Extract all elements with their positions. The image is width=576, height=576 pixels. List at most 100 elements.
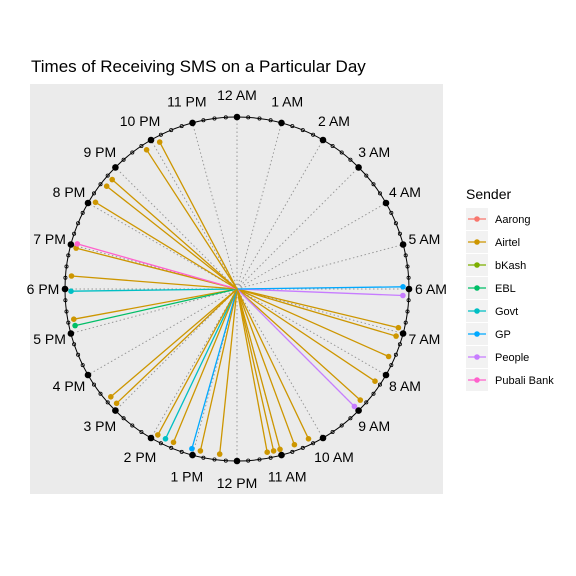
message-point: [108, 394, 114, 400]
minute-tick: [92, 382, 97, 387]
message-airtel: [236, 288, 364, 403]
legend-item: bKash: [466, 254, 526, 276]
minute-tick: [139, 143, 144, 148]
legend-point: [474, 216, 480, 222]
legend-item: People: [466, 346, 529, 368]
minute-tick: [348, 157, 353, 162]
hour-spoke: [236, 244, 404, 290]
legend-label: Aarong: [495, 214, 530, 226]
minute-tick: [179, 124, 184, 129]
minute-tick: [63, 298, 68, 303]
hour-label: 12 PM: [217, 475, 257, 491]
legend-item: Aarong: [466, 208, 530, 230]
minute-tick: [389, 210, 394, 215]
hour-dot: [189, 119, 196, 127]
message-airtel: [68, 273, 238, 290]
minute-tick: [223, 458, 228, 463]
message-airtel: [109, 176, 238, 290]
hour-spoke: [236, 167, 359, 290]
minute-tick: [66, 320, 71, 325]
legend-point: [474, 285, 480, 291]
minute-tick: [246, 115, 251, 120]
message-line: [77, 243, 238, 290]
message-line: [71, 275, 238, 290]
minute-tick: [364, 400, 369, 405]
message-point: [113, 400, 120, 407]
message-govt: [68, 288, 238, 295]
minute-tick: [311, 441, 316, 446]
minute-tick: [92, 191, 97, 196]
message-airtel: [170, 288, 238, 446]
minute-tick: [348, 416, 353, 421]
minute-tick: [403, 320, 408, 325]
message-point: [351, 403, 358, 410]
minute-tick: [300, 128, 305, 133]
minute-tick: [405, 309, 410, 314]
minute-tick: [339, 150, 344, 155]
minute-tick: [393, 352, 398, 357]
legend-point: [474, 331, 480, 337]
legend-label: bKash: [495, 260, 526, 272]
minute-tick: [72, 231, 77, 236]
hour-label: 9 AM: [358, 418, 390, 434]
minute-tick: [130, 150, 135, 155]
message-line: [236, 286, 404, 290]
message-point: [197, 448, 204, 454]
minute-tick: [397, 342, 402, 347]
minute-tick: [64, 309, 69, 314]
legend-item: Airtel: [466, 231, 520, 253]
message-point: [393, 333, 399, 339]
hour-dot: [233, 113, 241, 121]
hour-dot: [84, 371, 92, 379]
message-line: [236, 288, 399, 329]
message-point: [385, 353, 392, 360]
message-point: [73, 245, 79, 251]
minute-tick: [311, 132, 316, 137]
hour-label: 12 AM: [217, 87, 257, 103]
minute-tick: [257, 116, 262, 121]
minute-tick: [405, 264, 410, 269]
message-point: [264, 449, 271, 456]
message-line: [199, 288, 238, 452]
message-airtel: [113, 288, 238, 407]
message-people: [236, 288, 406, 299]
minute-tick: [158, 441, 163, 446]
message-point: [92, 199, 99, 206]
minute-tick: [393, 221, 398, 226]
message-point: [68, 288, 74, 295]
hour-label: 10 AM: [314, 449, 354, 465]
hour-label: 6 AM: [415, 281, 447, 297]
message-line: [236, 288, 361, 401]
message-people: [236, 288, 358, 410]
message-point: [400, 292, 406, 299]
message-airtel: [236, 288, 277, 454]
minute-tick: [139, 429, 144, 434]
message-line: [236, 288, 403, 297]
message-point: [189, 445, 195, 452]
hour-dot: [319, 136, 327, 144]
legend-item: GP: [466, 323, 511, 345]
message-point: [400, 284, 406, 290]
minute-tick: [389, 363, 394, 368]
message-point: [155, 432, 161, 438]
message-point: [74, 241, 81, 247]
message-point: [109, 176, 115, 183]
minute-tick: [364, 173, 369, 178]
minute-tick: [130, 423, 135, 428]
hour-spoke: [115, 167, 238, 290]
message-line: [191, 288, 238, 449]
hour-spoke: [236, 139, 324, 290]
message-gp: [236, 284, 406, 290]
minute-tick: [64, 264, 69, 269]
message-point: [270, 448, 277, 454]
hour-dot: [405, 285, 413, 293]
message-airtel: [236, 288, 283, 453]
minute-tick: [201, 118, 206, 123]
legend-point: [474, 354, 480, 360]
minute-tick: [76, 352, 81, 357]
minute-tick: [300, 445, 305, 450]
message-line: [236, 288, 275, 452]
minute-tick: [339, 423, 344, 428]
message-point: [305, 436, 312, 442]
legend-item: Govt: [466, 300, 518, 322]
